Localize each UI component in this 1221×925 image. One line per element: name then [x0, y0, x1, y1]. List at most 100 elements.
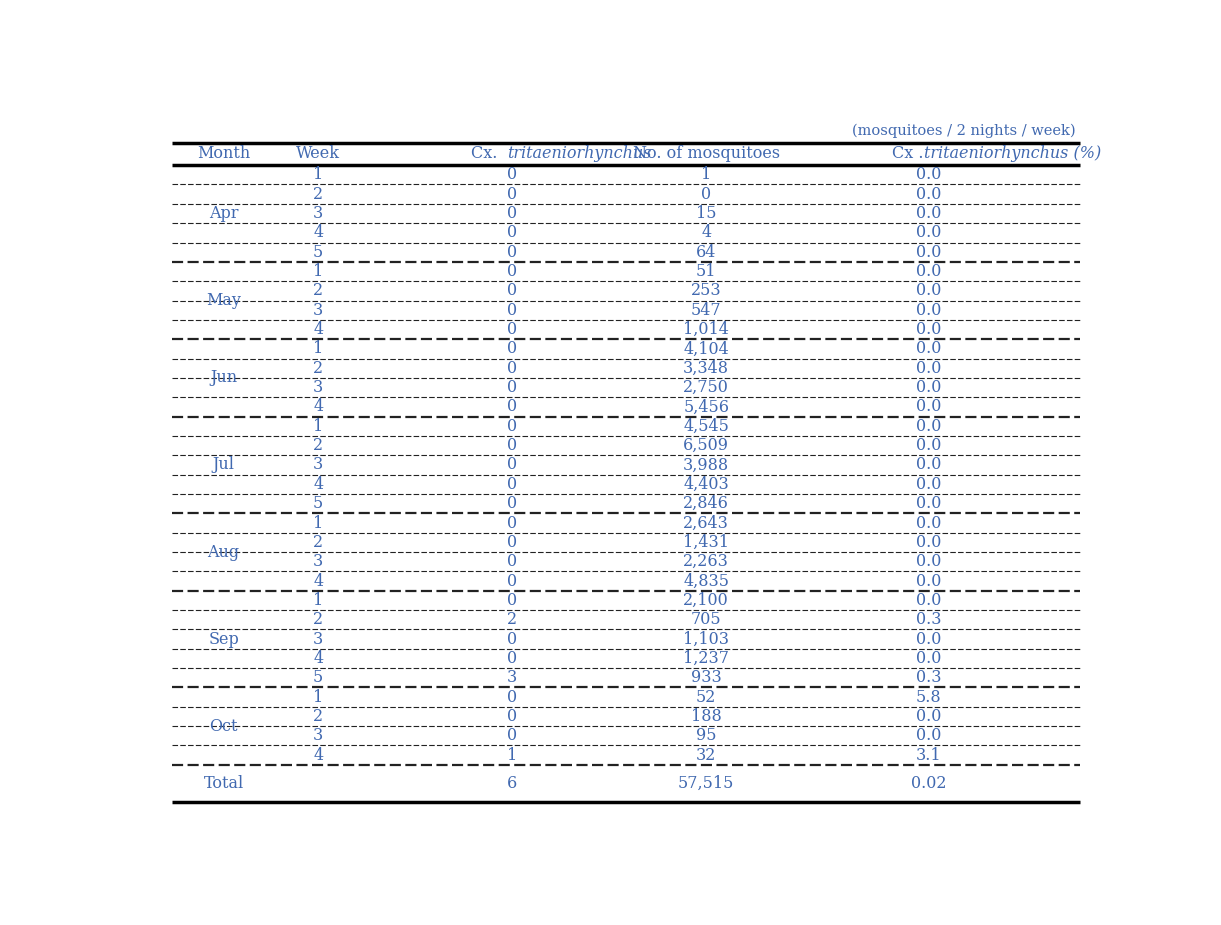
- Text: 0: 0: [507, 243, 518, 261]
- Text: 0: 0: [507, 650, 518, 667]
- Text: Total: Total: [204, 775, 244, 792]
- Text: 4: 4: [313, 321, 324, 338]
- Text: 0: 0: [507, 186, 518, 203]
- Text: 5: 5: [313, 670, 324, 686]
- Text: 52: 52: [696, 688, 717, 706]
- Text: Sep: Sep: [209, 631, 239, 647]
- Text: 253: 253: [691, 282, 722, 300]
- Text: 0.0: 0.0: [916, 360, 941, 376]
- Text: 3: 3: [313, 302, 324, 319]
- Text: tritaeniorhynchus (%): tritaeniorhynchus (%): [924, 145, 1101, 162]
- Text: 2: 2: [313, 360, 324, 376]
- Text: 4,104: 4,104: [684, 340, 729, 357]
- Text: 0: 0: [507, 225, 518, 241]
- Text: 57,515: 57,515: [678, 775, 734, 792]
- Text: 0.0: 0.0: [916, 321, 941, 338]
- Text: 0.0: 0.0: [916, 631, 941, 647]
- Text: 0: 0: [507, 495, 518, 512]
- Text: 4: 4: [701, 225, 712, 241]
- Text: 3.1: 3.1: [916, 746, 941, 764]
- Text: 0: 0: [507, 573, 518, 589]
- Text: 2,263: 2,263: [684, 553, 729, 570]
- Text: 2: 2: [313, 438, 324, 454]
- Text: 0.0: 0.0: [916, 243, 941, 261]
- Text: 3: 3: [313, 631, 324, 647]
- Text: 3,988: 3,988: [683, 457, 729, 474]
- Text: 64: 64: [696, 243, 717, 261]
- Text: 0.0: 0.0: [916, 263, 941, 280]
- Text: 0.0: 0.0: [916, 205, 941, 222]
- Text: 0: 0: [507, 514, 518, 532]
- Text: 0.02: 0.02: [911, 775, 946, 792]
- Text: (mosquitoes / 2 nights / week): (mosquitoes / 2 nights / week): [851, 124, 1076, 138]
- Text: 3: 3: [313, 205, 324, 222]
- Text: 1: 1: [313, 263, 324, 280]
- Text: 705: 705: [691, 611, 722, 628]
- Text: 2,846: 2,846: [684, 495, 729, 512]
- Text: 0: 0: [507, 321, 518, 338]
- Text: Jul: Jul: [212, 457, 234, 474]
- Text: 1,237: 1,237: [684, 650, 729, 667]
- Text: 0: 0: [507, 205, 518, 222]
- Text: 547: 547: [691, 302, 722, 319]
- Text: 1: 1: [313, 592, 324, 609]
- Text: 4,403: 4,403: [684, 475, 729, 493]
- Text: 0.0: 0.0: [916, 650, 941, 667]
- Text: 2,100: 2,100: [684, 592, 729, 609]
- Text: 4: 4: [313, 475, 324, 493]
- Text: 1: 1: [313, 340, 324, 357]
- Text: 32: 32: [696, 746, 717, 764]
- Text: Week: Week: [297, 145, 341, 162]
- Text: 5,456: 5,456: [684, 399, 729, 415]
- Text: 4: 4: [313, 399, 324, 415]
- Text: 95: 95: [696, 727, 717, 745]
- Text: 0: 0: [507, 360, 518, 376]
- Text: 0.0: 0.0: [916, 166, 941, 183]
- Text: 5: 5: [313, 495, 324, 512]
- Text: 2: 2: [313, 708, 324, 725]
- Text: 0.0: 0.0: [916, 186, 941, 203]
- Text: 0: 0: [507, 475, 518, 493]
- Text: 0.0: 0.0: [916, 514, 941, 532]
- Text: 0: 0: [507, 418, 518, 435]
- Text: 0: 0: [507, 399, 518, 415]
- Text: 0.0: 0.0: [916, 418, 941, 435]
- Text: 5: 5: [313, 243, 324, 261]
- Text: 0: 0: [507, 553, 518, 570]
- Text: 3: 3: [313, 457, 324, 474]
- Text: 0.0: 0.0: [916, 553, 941, 570]
- Text: May: May: [206, 292, 241, 309]
- Text: 0.0: 0.0: [916, 475, 941, 493]
- Text: 0: 0: [507, 631, 518, 647]
- Text: 1: 1: [507, 746, 518, 764]
- Text: 2,643: 2,643: [684, 514, 729, 532]
- Text: 4,545: 4,545: [684, 418, 729, 435]
- Text: 0: 0: [507, 438, 518, 454]
- Text: 1: 1: [313, 418, 324, 435]
- Text: Aug: Aug: [208, 544, 239, 561]
- Text: 0.0: 0.0: [916, 457, 941, 474]
- Text: 0: 0: [507, 534, 518, 551]
- Text: 1: 1: [313, 688, 324, 706]
- Text: 6: 6: [507, 775, 518, 792]
- Text: Cx.: Cx.: [471, 145, 508, 162]
- Text: 51: 51: [696, 263, 717, 280]
- Text: 3: 3: [313, 727, 324, 745]
- Text: 0.0: 0.0: [916, 379, 941, 396]
- Text: 0.0: 0.0: [916, 225, 941, 241]
- Text: 0: 0: [507, 263, 518, 280]
- Text: 5.8: 5.8: [916, 688, 941, 706]
- Text: 1,431: 1,431: [684, 534, 729, 551]
- Text: 0: 0: [507, 727, 518, 745]
- Text: 0.0: 0.0: [916, 282, 941, 300]
- Text: 0: 0: [507, 166, 518, 183]
- Text: 2,750: 2,750: [684, 379, 729, 396]
- Text: 0.0: 0.0: [916, 592, 941, 609]
- Text: 3: 3: [313, 379, 324, 396]
- Text: 1: 1: [313, 514, 324, 532]
- Text: 0.0: 0.0: [916, 573, 941, 589]
- Text: 0: 0: [507, 592, 518, 609]
- Text: 1: 1: [701, 166, 712, 183]
- Text: Apr: Apr: [209, 205, 238, 222]
- Text: Cx .: Cx .: [893, 145, 924, 162]
